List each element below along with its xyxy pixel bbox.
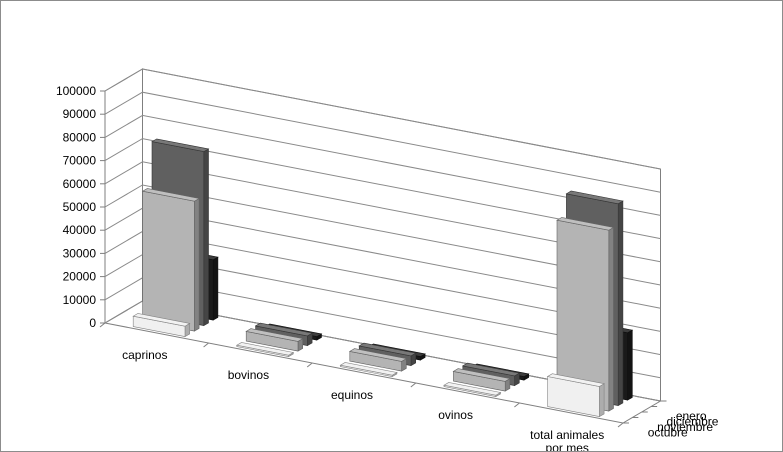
category-label: total animales por mes: [530, 428, 604, 451]
bar-side: [617, 200, 624, 407]
bar-side: [627, 329, 633, 401]
series-label: diciembre: [666, 414, 718, 428]
bar: [546, 373, 605, 418]
bar-top: [452, 368, 511, 382]
y-tick-label: 20000: [63, 270, 97, 284]
gridline: [104, 91, 661, 193]
bar-top: [132, 313, 191, 327]
series-label: noviembre: [657, 420, 713, 434]
x-tick-mark: [99, 322, 106, 328]
x-tick-mark: [514, 402, 520, 408]
bar-top: [461, 362, 521, 377]
gridline: [104, 184, 661, 286]
bar: [132, 313, 191, 338]
y-tick-label: 40000: [63, 223, 97, 237]
x-tick-mark: [203, 342, 209, 348]
category-label: ovinos: [438, 408, 473, 422]
bar-top: [235, 342, 295, 356]
y-tick-label: 30000: [63, 246, 97, 260]
bar: [348, 348, 408, 372]
y-tick-label: 80000: [63, 130, 97, 144]
x-tick-mark: [306, 362, 313, 368]
bar: [339, 362, 398, 378]
bar-side: [599, 383, 605, 418]
category-label: caprinos: [122, 348, 167, 362]
y-tick-label: 90000: [63, 107, 97, 121]
gridline: [104, 161, 661, 263]
gridline: [104, 68, 661, 170]
y-tick-label: 60000: [63, 177, 97, 191]
bar-side: [194, 197, 200, 332]
y-tick-label: 0: [89, 316, 96, 330]
bar: [556, 217, 615, 412]
y-tick-label: 50000: [63, 200, 97, 214]
y-tick-label: 100000: [56, 84, 96, 98]
bar-top: [565, 190, 624, 205]
x-tick-mark: [410, 382, 417, 388]
bar-side: [212, 256, 219, 321]
bar-top: [556, 217, 615, 231]
category-label: bovinos: [228, 368, 269, 382]
bar-top: [245, 328, 304, 342]
y-axis: 0 10000 20000 30000 40000 50000 60000 70000 8000…: [56, 84, 105, 330]
category-label: equinos: [331, 388, 373, 402]
y-tick-label: 10000: [63, 293, 97, 307]
bar: [141, 188, 200, 332]
bar-top: [254, 322, 313, 337]
gridline: [104, 114, 661, 216]
bar-top: [546, 373, 605, 387]
series-label: octubre: [648, 425, 688, 439]
bar-top: [443, 382, 502, 396]
bar-top: [339, 362, 398, 376]
category-labels: caprinos bovinos equinos ovinos total animal…: [99, 322, 624, 451]
bar: [235, 342, 295, 358]
bar: [452, 368, 511, 392]
bar-top: [358, 342, 417, 357]
bar-side: [203, 148, 209, 327]
bar-top: [151, 138, 210, 152]
bar-top: [348, 348, 408, 362]
bar: [443, 382, 502, 398]
bars: [132, 138, 634, 418]
bar-side: [608, 226, 614, 412]
bar-front: [142, 190, 195, 332]
bar-top: [141, 188, 200, 202]
gridline: [104, 138, 661, 240]
bar: [245, 328, 304, 352]
y-tick-label: 70000: [63, 154, 97, 168]
series-label: enero: [676, 409, 707, 423]
x-tick-mark: [617, 422, 624, 428]
